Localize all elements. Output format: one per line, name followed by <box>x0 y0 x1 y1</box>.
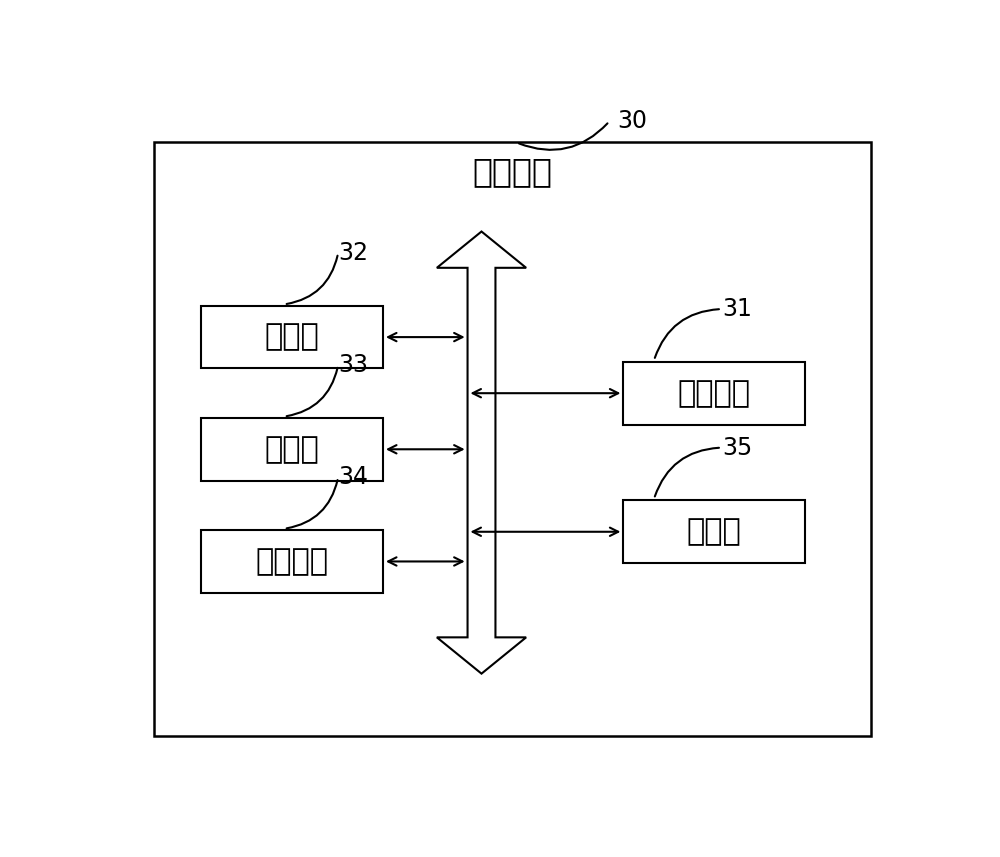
Text: 31: 31 <box>722 297 752 321</box>
Text: 显示器: 显示器 <box>687 518 741 546</box>
Text: 32: 32 <box>338 241 368 265</box>
Text: 34: 34 <box>338 465 368 489</box>
Bar <box>623 362 805 424</box>
Bar <box>201 306 383 369</box>
Bar <box>201 418 383 481</box>
Text: 发送装置: 发送装置 <box>678 379 750 408</box>
Text: 处理器: 处理器 <box>264 434 319 464</box>
Text: 存储器: 存储器 <box>264 322 319 351</box>
Polygon shape <box>437 231 526 674</box>
Text: 30: 30 <box>617 110 647 134</box>
Text: 接收装置: 接收装置 <box>255 547 328 576</box>
Bar <box>201 530 383 593</box>
Bar <box>623 500 805 563</box>
Text: 33: 33 <box>338 353 368 377</box>
Text: 移动终端: 移动终端 <box>473 156 552 189</box>
Text: 35: 35 <box>722 435 752 459</box>
